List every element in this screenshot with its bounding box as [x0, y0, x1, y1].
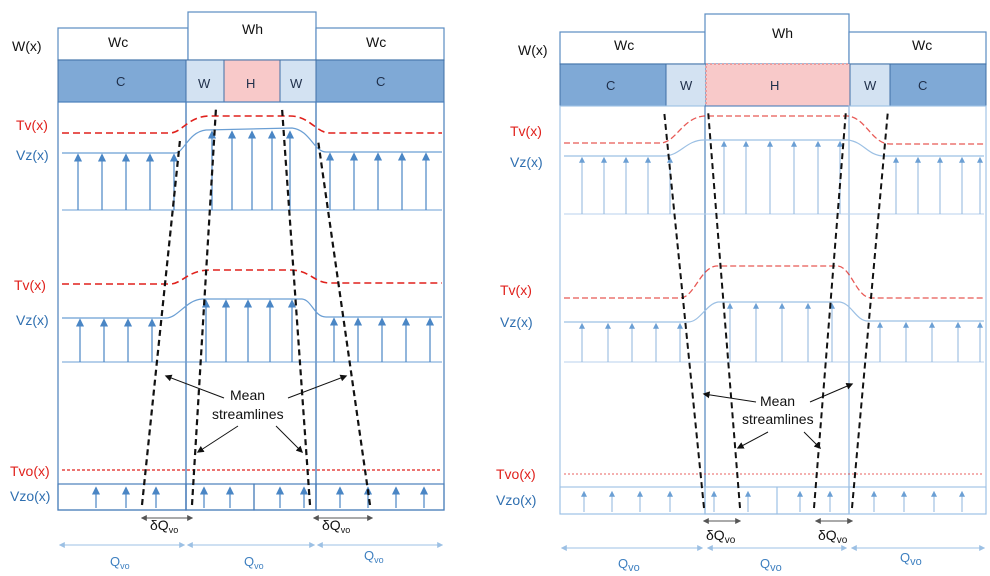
right-streamline-3: [813, 109, 847, 509]
right-zone-wall-left: [665, 63, 707, 107]
right-zone-label-w1: W: [680, 78, 693, 93]
right-inlet-cell-4: [848, 486, 987, 515]
right-vz-label-1: Vz(x): [510, 154, 543, 170]
left-wh-label: Wh: [242, 21, 263, 37]
left-mean-pointer-2: [287, 374, 348, 399]
left-zone-label-w2: W: [290, 76, 303, 91]
right-mean-pointer-1: [702, 391, 757, 403]
left-vz-label-2: Vz(x): [16, 312, 49, 328]
left-vz-arrows-1: [73, 130, 431, 210]
left-wh-box: [187, 11, 317, 61]
left-vz-arrows-2: [75, 299, 435, 362]
right-zone-label-c2: C: [918, 78, 927, 93]
right-inlet-cell-3: [776, 486, 850, 515]
right-streamline-2: [707, 109, 741, 509]
right-zone-cold-left: [559, 63, 667, 107]
right-vz-arrows-2: [579, 302, 983, 362]
left-vzo-arrows: [91, 486, 429, 508]
right-mean-label-1: Mean: [760, 393, 795, 409]
left-dq-label-1: δQvo: [150, 517, 178, 535]
left-vz-label-1: Vz(x): [16, 147, 49, 163]
left-zone-hot: [223, 59, 281, 103]
left-vzo-label: Vzo(x): [10, 488, 50, 504]
right-wc-left-label: Wc: [614, 37, 634, 53]
right-mean-pointer-2: [809, 382, 854, 403]
right-zone-label-h: H: [770, 78, 779, 93]
left-mean-pointer-4: [275, 425, 303, 453]
right-streamline-1: [663, 109, 705, 509]
left-wc-left-label: Wc: [108, 34, 128, 50]
right-dq-label-1: δQvo: [706, 527, 736, 546]
left-q-label-2: Qvo: [244, 554, 264, 571]
right-mean-pointer-3: [736, 431, 769, 449]
right-q-label-2: Qvo: [760, 556, 782, 571]
left-inlet-cell-3: [253, 483, 317, 511]
right-wc-box-right: [848, 31, 987, 65]
right-vz-arrows-1: [579, 140, 983, 214]
left-zone-cold-left: [57, 59, 187, 103]
left-tv-label-1: Tv(x): [16, 117, 48, 133]
left-tv-label-2: Tv(x): [14, 277, 46, 293]
right-tv-label-2: Tv(x): [500, 282, 532, 298]
left-dq-label-2: δQvo: [322, 517, 350, 535]
right-wh-label: Wh: [772, 25, 793, 41]
right-streamline-4: [851, 109, 889, 509]
right-mean-pointer-4: [803, 431, 821, 449]
left-mean-pointer-3: [196, 425, 239, 453]
right-vz-profile-1: [564, 139, 984, 157]
left-zone-label-h: H: [246, 76, 255, 91]
right-mean-label-2: streamlines: [742, 411, 814, 427]
right-tv-profile-2: [564, 265, 984, 299]
right-inlet-cell-1: [559, 486, 706, 515]
left-w-label: W(x): [12, 38, 42, 54]
left-column-cold-right: [315, 101, 445, 511]
right-w-label: W(x): [518, 42, 548, 58]
right-vzo-arrows: [581, 490, 965, 512]
left-mean-label-1: Mean: [230, 387, 265, 403]
left-wc-box-left: [57, 27, 189, 61]
left-mean-label-2: streamlines: [212, 406, 284, 422]
right-wh-box: [704, 13, 850, 65]
right-column-center: [704, 105, 850, 515]
right-tvo-label: Tvo(x): [496, 466, 536, 482]
left-tvo-label: Tvo(x): [10, 463, 50, 479]
left-zone-cold-right: [315, 59, 445, 103]
left-streamline-3: [280, 107, 312, 506]
left-vz-profile-2: [62, 298, 442, 319]
left-streamline-2: [190, 107, 218, 506]
left-inlet-cell-1: [57, 483, 187, 511]
left-tv-profile-1: [62, 115, 442, 134]
right-zone-label-c1: C: [606, 78, 615, 93]
right-zone-label-w2: W: [864, 78, 877, 93]
left-wc-right-label: Wc: [366, 34, 386, 50]
right-inlet-cell-2: [704, 486, 778, 515]
right-tv-profile-1: [564, 115, 984, 145]
left-tv-profile-2: [62, 269, 442, 285]
right-zone-cold-right: [889, 63, 987, 107]
left-streamline-4: [316, 139, 372, 506]
left-zone-label-c2: C: [376, 74, 385, 89]
right-tv-label-1: Tv(x): [510, 123, 542, 139]
left-streamline-1: [140, 139, 182, 506]
right-vz-label-2: Vz(x): [500, 314, 533, 330]
right-vzo-label: Vzo(x): [496, 492, 536, 508]
right-q-label-1: Qvo: [618, 556, 640, 571]
left-mean-pointer-1: [164, 374, 225, 399]
left-q-label-3: Qvo: [364, 548, 384, 565]
right-dq-label-2: δQvo: [818, 527, 848, 546]
right-vz-profile-2: [564, 301, 984, 323]
left-column-cold-left: [57, 101, 187, 511]
left-panel: W(x) Wc Wh Wc C W H W C Tv(x) Vz(x) Tv(x…: [10, 11, 445, 571]
left-inlet-cell-4: [315, 483, 445, 511]
right-q-label-3: Qvo: [900, 550, 922, 568]
left-inlet-cell-2: [185, 483, 255, 511]
left-vz-profile-1: [62, 127, 442, 154]
left-zone-label-c1: C: [116, 74, 125, 89]
left-q-label-1: Qvo: [110, 554, 130, 571]
right-panel: W(x) Wc Wh Wc C W H W C Tv(x) Vz(x) Tv(x…: [496, 13, 987, 574]
left-zone-label-w1: W: [198, 76, 211, 91]
right-wc-right-label: Wc: [912, 37, 932, 53]
